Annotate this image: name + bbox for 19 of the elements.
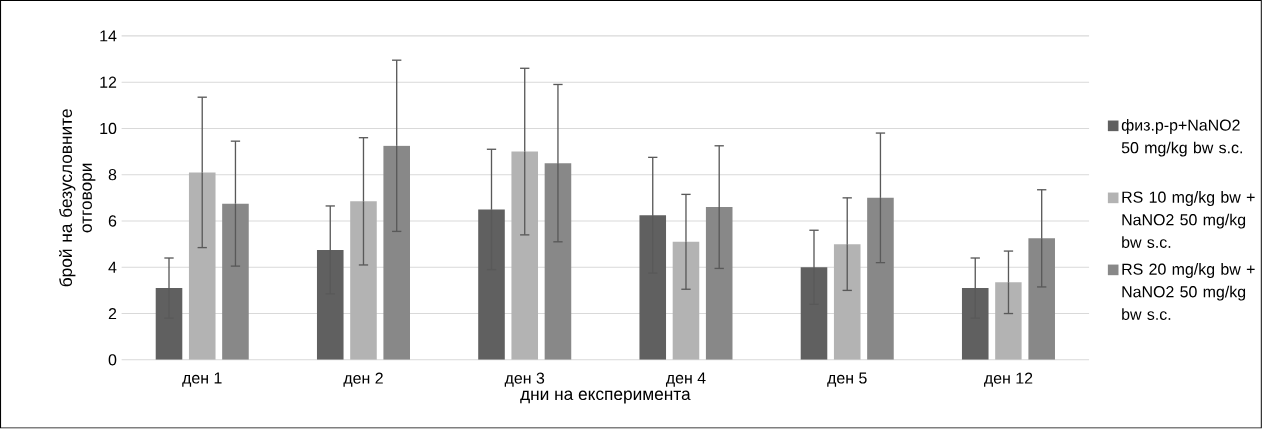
- y-axis-title: брой на безусловните отговори: [59, 109, 96, 287]
- legend-label: RS 20 mg/kg bw + NaNO2 50 mg/kg bw s.c.: [1122, 263, 1255, 321]
- y-tick-label: 2: [108, 308, 117, 320]
- y-tick-label: 0: [108, 354, 117, 366]
- x-tick-label: ден 5: [827, 372, 867, 387]
- x-tick-label: ден 2: [343, 372, 383, 387]
- x-tick-label: ден 4: [665, 372, 706, 387]
- y-tick-label: 4: [108, 261, 117, 273]
- y-tick-label: 12: [100, 76, 117, 88]
- y-tick-label: 14: [100, 30, 117, 42]
- y-tick-label: 8: [108, 169, 117, 181]
- y-tick-label: 10: [100, 123, 117, 135]
- legend-label: RS 10 mg/kg bw + NaNO2 50 mg/kg bw s.c.: [1122, 191, 1255, 249]
- x-axis-title: дни на експеримента: [520, 390, 691, 404]
- x-tick-label: ден 12: [984, 372, 1033, 387]
- x-tick-label: ден 1: [182, 372, 222, 387]
- y-tick-label: 6: [108, 215, 117, 227]
- x-tick-label: ден 3: [504, 372, 545, 387]
- legend-label: физ.р-р+NaNO2 50 mg/kg bw s.c.: [1121, 119, 1242, 157]
